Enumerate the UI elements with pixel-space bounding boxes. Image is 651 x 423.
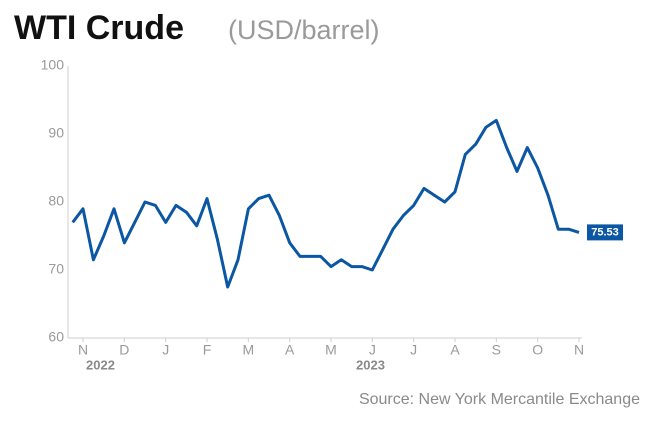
y-tick-label: 80 — [48, 193, 64, 209]
y-tick-label: 60 — [48, 329, 64, 345]
x-tick-label: J — [369, 342, 376, 358]
x-tick-label: N — [78, 342, 88, 358]
x-tick-label: M — [325, 342, 337, 358]
source: Source: New York Mercantile Exchange — [359, 391, 640, 408]
x-tick-label: N — [574, 342, 584, 358]
x-tick-label: D — [119, 342, 129, 358]
y-tick-label: 70 — [48, 261, 64, 277]
chart-subtitle: (USD/barrel) — [228, 15, 380, 45]
x-tick-label: O — [532, 342, 543, 358]
y-tick-label: 90 — [48, 125, 64, 141]
year-label: 2023 — [356, 357, 385, 372]
last-value-box — [587, 224, 623, 241]
x-tick-label: S — [492, 342, 501, 358]
x-tick-label: J — [162, 342, 169, 358]
last-value-label: 75.53 — [591, 226, 619, 238]
line — [71, 118, 580, 289]
x-tick-label: M — [243, 342, 255, 358]
x-tick-label: J — [410, 342, 417, 358]
chart-title: WTI Crude — [14, 9, 184, 47]
x-tick-label: A — [450, 342, 460, 358]
year-label: 2022 — [86, 357, 115, 372]
x-tick-label: F — [203, 342, 212, 358]
y-tick-label: 100 — [41, 57, 65, 73]
x-tick-label: A — [285, 342, 295, 358]
